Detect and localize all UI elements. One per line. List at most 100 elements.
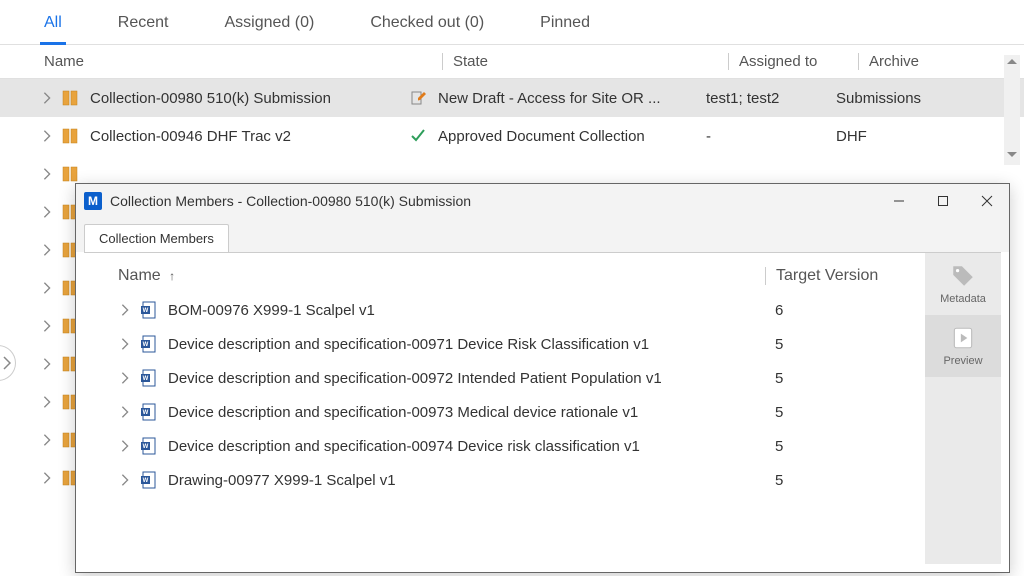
- chevron-right-icon: [40, 319, 54, 333]
- chevron-right-icon[interactable]: [118, 371, 132, 385]
- sort-ascending-icon: ↑: [169, 269, 175, 283]
- table-row[interactable]: Collection-00946 DHF Trac v2 Approved Do…: [0, 117, 1024, 155]
- members-header: Name ↑ Target Version: [118, 267, 915, 293]
- member-row[interactable]: W BOM-00976 X999-1 Scalpel v16: [118, 293, 915, 327]
- chevron-right-icon: [40, 433, 54, 447]
- word-document-icon: W: [140, 335, 158, 353]
- collection-folder-icon: [62, 165, 80, 183]
- scroll-down-icon[interactable]: [1007, 152, 1017, 157]
- preview-icon: [950, 325, 976, 351]
- column-assigned[interactable]: Assigned to: [728, 53, 858, 70]
- side-label: Preview: [943, 355, 982, 367]
- view-tabs: All Recent Assigned (0) Checked out (0) …: [0, 0, 1024, 45]
- member-name: Drawing-00977 X999-1 Scalpel v1: [168, 472, 765, 489]
- member-name: Device description and specification-009…: [168, 336, 765, 353]
- member-row[interactable]: W Device description and specification-00…: [118, 429, 915, 463]
- cell-state: New Draft - Access for Site OR ...: [410, 90, 696, 107]
- member-target: 6: [765, 302, 915, 319]
- member-row[interactable]: W Drawing-00977 X999-1 Scalpel v15: [118, 463, 915, 497]
- edit-draft-icon: [410, 90, 426, 106]
- tab-assigned[interactable]: Assigned (0): [220, 8, 318, 44]
- column-label: Name: [118, 267, 161, 284]
- close-button[interactable]: [965, 184, 1009, 218]
- scroll-up-icon[interactable]: [1007, 59, 1017, 64]
- app-icon: M: [84, 192, 102, 210]
- cell-state: Approved Document Collection: [410, 128, 696, 145]
- cell-name: Collection-00946 DHF Trac v2: [40, 127, 410, 145]
- minimize-button[interactable]: [877, 184, 921, 218]
- svg-text:W: W: [143, 308, 149, 314]
- chevron-right-icon[interactable]: [40, 129, 54, 143]
- cell-archive: DHF: [826, 128, 984, 145]
- tab-pinned[interactable]: Pinned: [536, 8, 594, 44]
- table-row[interactable]: Collection-00980 510(k) Submission New D…: [0, 79, 1024, 117]
- word-document-icon: W: [140, 471, 158, 489]
- approved-check-icon: [410, 128, 426, 144]
- state-text: Approved Document Collection: [438, 128, 645, 145]
- svg-text:W: W: [143, 342, 149, 348]
- chevron-right-icon: [40, 357, 54, 371]
- member-target: 5: [765, 472, 915, 489]
- member-name: Device description and specification-009…: [168, 370, 765, 387]
- chevron-right-icon[interactable]: [40, 91, 54, 105]
- word-document-icon: W: [140, 437, 158, 455]
- column-target-version[interactable]: Target Version: [765, 267, 915, 285]
- row-name-text: Collection-00946 DHF Trac v2: [90, 128, 291, 145]
- column-archive[interactable]: Archive: [858, 53, 984, 70]
- chevron-right-icon[interactable]: [118, 439, 132, 453]
- chevron-right-icon: [40, 471, 54, 485]
- chevron-right-icon: [40, 243, 54, 257]
- member-row[interactable]: W Device description and specification-00…: [118, 327, 915, 361]
- member-name: BOM-00976 X999-1 Scalpel v1: [168, 302, 765, 319]
- collection-folder-icon: [62, 127, 80, 145]
- cell-archive: Submissions: [826, 90, 984, 107]
- svg-text:W: W: [143, 444, 149, 450]
- collection-folder-icon: [62, 89, 80, 107]
- member-row[interactable]: W Device description and specification-00…: [118, 395, 915, 429]
- side-preview-button[interactable]: Preview: [925, 315, 1001, 377]
- cell-assigned: test1; test2: [696, 90, 826, 107]
- member-target: 5: [765, 336, 915, 353]
- chevron-right-icon[interactable]: [118, 303, 132, 317]
- dialog-tabs: Collection Members: [76, 218, 1009, 252]
- member-row[interactable]: W Device description and specification-00…: [118, 361, 915, 395]
- titlebar[interactable]: M Collection Members - Collection-00980 …: [76, 184, 1009, 218]
- table-header: Name State Assigned to Archive: [0, 45, 1024, 79]
- chevron-right-icon[interactable]: [118, 405, 132, 419]
- chevron-right-icon: [40, 395, 54, 409]
- cell-name: Collection-00980 510(k) Submission: [40, 89, 410, 107]
- side-panel: Metadata Preview: [925, 253, 1001, 564]
- side-label: Metadata: [940, 293, 986, 305]
- svg-text:W: W: [143, 410, 149, 416]
- member-target: 5: [765, 438, 915, 455]
- column-state[interactable]: State: [442, 53, 728, 70]
- dialog-body: Name ↑ Target Version W BOM-00976 X999-1 …: [84, 252, 1001, 564]
- column-name[interactable]: Name: [40, 53, 442, 70]
- tab-checked-out[interactable]: Checked out (0): [366, 8, 488, 44]
- word-document-icon: W: [140, 369, 158, 387]
- word-document-icon: W: [140, 403, 158, 421]
- members-table: Name ↑ Target Version W BOM-00976 X999-1 …: [84, 253, 925, 564]
- tab-collection-members[interactable]: Collection Members: [84, 224, 229, 252]
- chevron-right-icon: [40, 281, 54, 295]
- side-metadata-button[interactable]: Metadata: [925, 253, 1001, 315]
- cell-assigned: -: [696, 128, 826, 145]
- member-name: Device description and specification-009…: [168, 404, 765, 421]
- tag-icon: [950, 263, 976, 289]
- row-name-text: Collection-00980 510(k) Submission: [90, 90, 331, 107]
- chevron-right-icon[interactable]: [118, 473, 132, 487]
- chevron-right-icon[interactable]: [118, 337, 132, 351]
- chevron-right-icon: [40, 167, 54, 181]
- word-document-icon: W: [140, 301, 158, 319]
- column-member-name[interactable]: Name ↑: [118, 267, 765, 285]
- vertical-scrollbar[interactable]: [1004, 55, 1020, 165]
- svg-text:W: W: [143, 478, 149, 484]
- tab-all[interactable]: All: [40, 8, 66, 45]
- tab-recent[interactable]: Recent: [114, 8, 173, 44]
- maximize-button[interactable]: [921, 184, 965, 218]
- svg-text:W: W: [143, 376, 149, 382]
- member-target: 5: [765, 370, 915, 387]
- member-name: Device description and specification-009…: [168, 438, 765, 455]
- collection-members-dialog: M Collection Members - Collection-00980 …: [75, 183, 1010, 573]
- chevron-right-icon: [40, 205, 54, 219]
